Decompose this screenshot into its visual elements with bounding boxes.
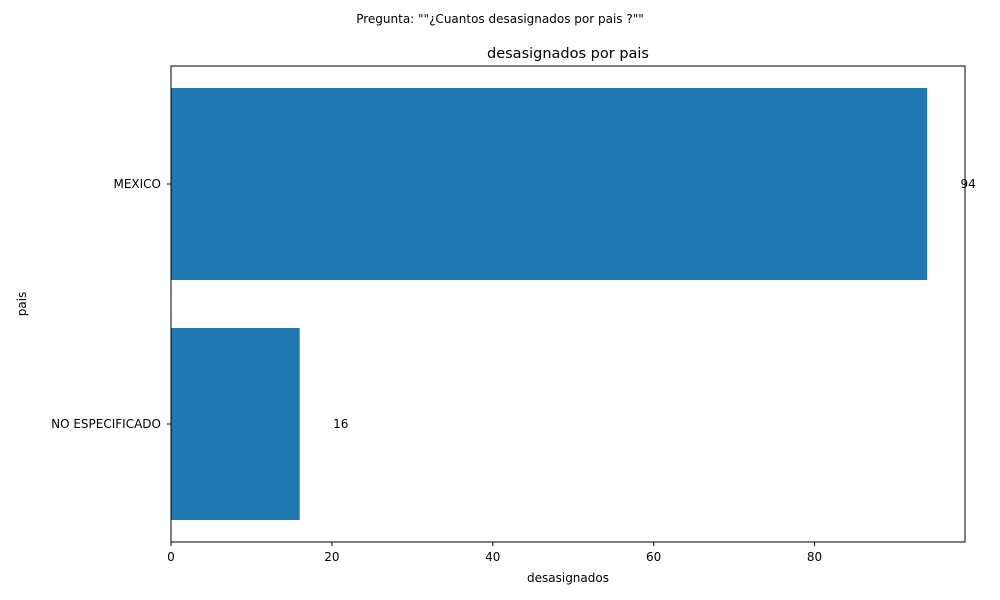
x-axis-ticks: 0 20 40 60 80 (167, 542, 822, 564)
x-tick-label: 40 (485, 550, 500, 564)
x-tick-label: 80 (807, 550, 822, 564)
y-axis-ticks: MEXICO NO ESPECIFICADO (51, 177, 171, 431)
bar-no-especificado (171, 328, 300, 520)
y-tick-label: NO ESPECIFICADO (51, 417, 161, 431)
bar-mexico (171, 88, 928, 280)
y-axis-label: pais (15, 292, 29, 317)
plot-frame (170, 65, 966, 543)
bars-group (171, 88, 928, 520)
value-label-no-especificado: 16 (333, 417, 348, 431)
x-axis-label: desasignados (527, 571, 609, 585)
x-tick-label: 60 (646, 550, 661, 564)
value-label-mexico: 94 (961, 177, 976, 191)
x-tick-label: 20 (324, 550, 339, 564)
value-labels-group: 94 16 (333, 177, 976, 431)
x-tick-label: 0 (167, 550, 175, 564)
y-tick-label: MEXICO (113, 177, 161, 191)
chart-title: desasignados por pais (487, 46, 649, 62)
figure-suptitle: Pregunta: ""¿Cuantos desasignados por pa… (356, 12, 644, 26)
